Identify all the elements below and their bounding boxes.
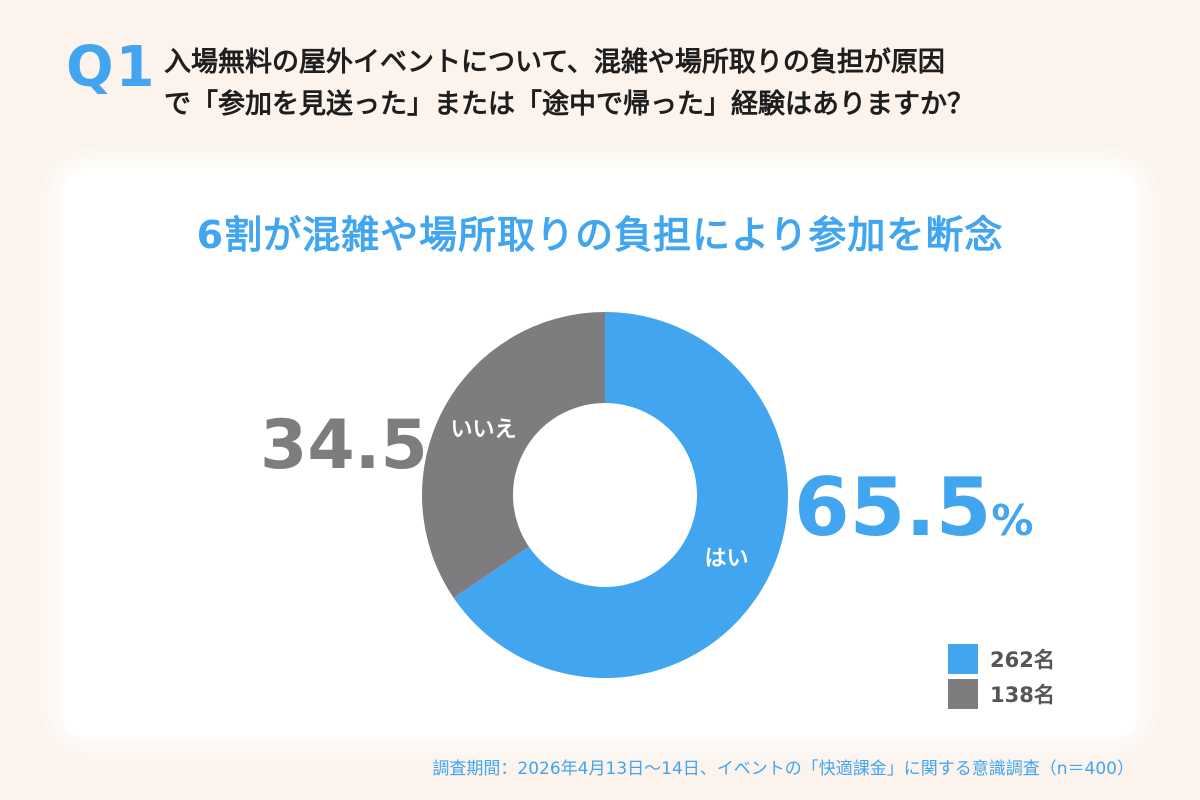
percent-unit-no: %	[427, 437, 462, 477]
percent-unit-yes: %	[991, 496, 1034, 545]
percent-value-no: 34.5	[260, 406, 428, 485]
legend-count-no: 138名	[990, 683, 1055, 707]
survey-footnote: 調査期間：2026年4月13日～14日、イベントの「快適課金」に関する意識調査（…	[432, 759, 1134, 779]
legend-swatch-no	[948, 679, 978, 709]
legend-swatch-yes	[948, 644, 978, 674]
legend-count-yes: 262名	[990, 648, 1055, 672]
question-line-1: 入場無料の屋外イベントについて、混雑や場所取りの負担が原因	[164, 47, 945, 78]
percent-value-yes: 65.5	[794, 461, 992, 554]
legend-item-no: 138名	[948, 677, 1055, 711]
percent-label-no: 34.5%	[260, 412, 462, 480]
slice-label-no: いいえ	[450, 418, 516, 443]
legend-item-yes: 262名	[948, 642, 1055, 676]
percent-label-yes: 65.5%	[794, 468, 1033, 548]
chart-card: 6割が混雑や場所取りの負担により参加を断念 はい いいえ 65.5% 34.5% …	[62, 168, 1138, 738]
question-line-2: で「参加を見送った」または「途中で帰った」経験はありますか？	[164, 88, 974, 120]
donut-slice-no	[422, 312, 605, 598]
donut-slice-yes	[453, 312, 788, 678]
question-text: 入場無料の屋外イベントについて、混雑や場所取りの負担が原因 で「参加を見送った」…	[164, 42, 1164, 126]
chart-headline: 6割が混雑や場所取りの負担により参加を断念	[196, 213, 1004, 257]
legend: 262名 138名	[948, 642, 1055, 712]
donut-chart: はい いいえ	[422, 312, 788, 678]
slice-label-yes: はい	[705, 546, 749, 571]
question-number: Q1	[66, 35, 157, 100]
